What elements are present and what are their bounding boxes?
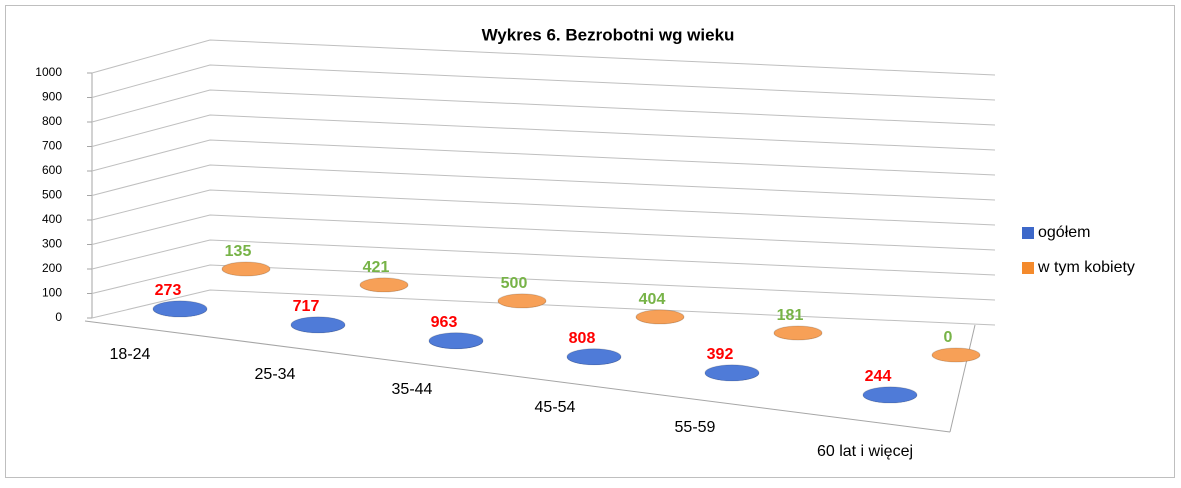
bar-top <box>221 261 271 277</box>
data-label: 273 <box>155 282 182 299</box>
cylinder <box>290 316 346 334</box>
grid-line <box>91 214 996 251</box>
cylinder <box>359 277 409 293</box>
cylinder <box>221 261 271 277</box>
y-tick-label: 500 <box>42 188 62 202</box>
cylinder <box>428 332 484 350</box>
data-label: 135 <box>225 243 252 260</box>
bar-top <box>428 332 484 350</box>
data-label: 500 <box>501 275 528 292</box>
data-label: 244 <box>865 368 892 385</box>
y-tick-label: 0 <box>55 310 62 324</box>
bar-top <box>704 364 760 382</box>
data-label: 717 <box>293 298 320 315</box>
x-tick-label: 18-24 <box>110 346 151 363</box>
y-tick-label: 1000 <box>35 65 62 79</box>
y-tick-label: 700 <box>42 139 62 153</box>
legend-swatch <box>1022 262 1034 274</box>
grid-line <box>91 189 996 226</box>
cylinder <box>931 347 981 363</box>
bar-top <box>931 347 981 363</box>
cylinder <box>704 364 760 382</box>
cylinder <box>152 300 208 318</box>
x-tick-label: 55-59 <box>675 419 716 436</box>
chart-title: Wykres 6. Bezrobotni wg wieku <box>482 25 735 44</box>
x-tick-label: 60 lat i więcej <box>817 443 913 460</box>
grid-line <box>91 264 996 301</box>
cylinder <box>773 325 823 341</box>
y-tick-label: 800 <box>42 114 62 128</box>
bar-top <box>359 277 409 293</box>
bar-top <box>497 293 547 309</box>
y-tick-label: 300 <box>42 237 62 251</box>
grid-line <box>91 39 996 76</box>
data-label: 392 <box>707 346 734 363</box>
grid-line <box>91 139 996 176</box>
y-tick-label: 100 <box>42 286 62 300</box>
data-label: 421 <box>363 259 390 276</box>
data-label: 963 <box>431 314 458 331</box>
grid-line <box>91 164 996 201</box>
chart-border <box>5 5 1175 478</box>
grid-line <box>91 89 996 126</box>
data-label: 808 <box>569 330 596 347</box>
x-tick-label: 45-54 <box>535 399 576 416</box>
bar-top <box>862 386 918 404</box>
x-tick-label: 25-34 <box>255 366 296 383</box>
cylinder <box>635 309 685 325</box>
legend-label: w tym kobiety <box>1037 259 1135 276</box>
grid-line <box>91 239 996 276</box>
bar-top <box>290 316 346 334</box>
legend-swatch <box>1022 227 1034 239</box>
legend-label: ogółem <box>1038 224 1090 241</box>
data-label: 181 <box>777 307 804 324</box>
y-tick-label: 400 <box>42 212 62 226</box>
bar-top <box>566 348 622 366</box>
y-tick-label: 600 <box>42 163 62 177</box>
grid-line <box>91 64 996 101</box>
x-tick-label: 35-44 <box>392 381 433 398</box>
grid-line <box>91 114 996 151</box>
bar-top <box>635 309 685 325</box>
data-label: 404 <box>639 291 666 308</box>
grid-line <box>91 289 996 326</box>
bar-top <box>773 325 823 341</box>
data-label: 0 <box>944 329 953 346</box>
y-tick-label: 900 <box>42 90 62 104</box>
bar-top <box>152 300 208 318</box>
y-tick-label: 200 <box>42 261 62 275</box>
cylinder <box>566 348 622 366</box>
cylinder <box>862 386 918 404</box>
cylinder <box>497 293 547 309</box>
